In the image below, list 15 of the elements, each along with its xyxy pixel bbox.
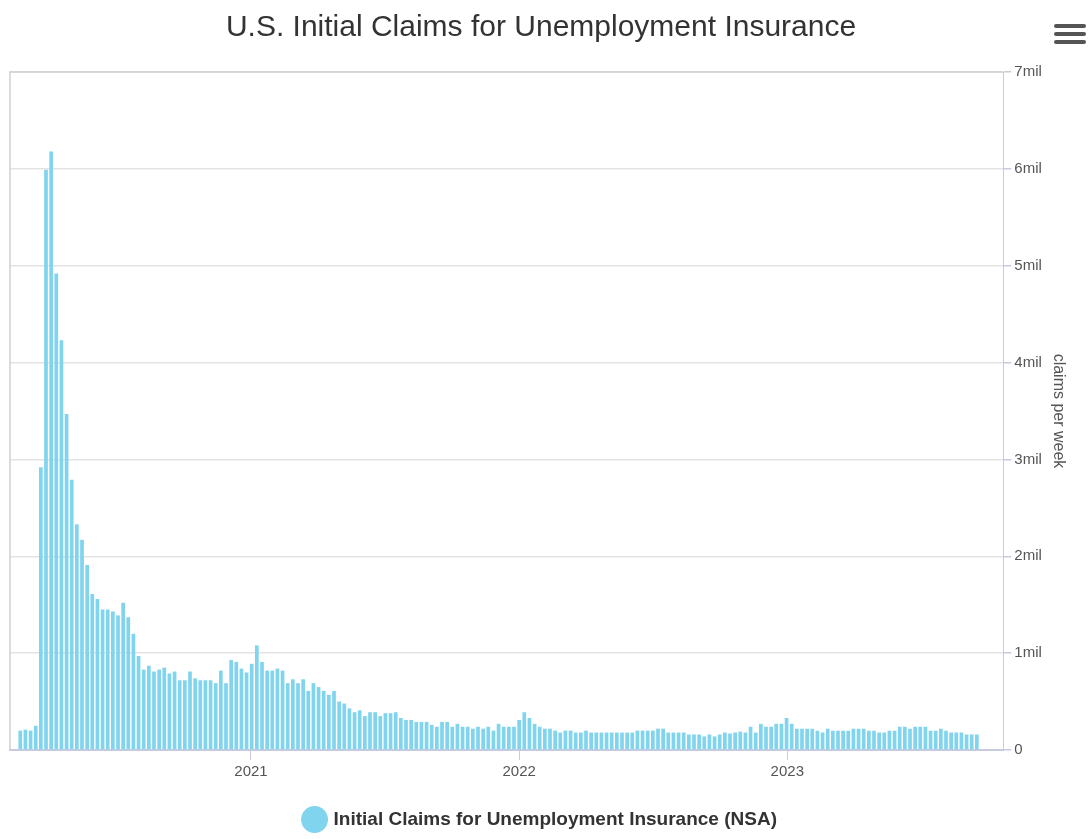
y2-tick-label: 3mil: [1014, 449, 1042, 467]
legend-label: Initial Claims for Unemployment Insurance (NSA): [333, 807, 777, 829]
y2-tick-label: 4mil: [1014, 352, 1042, 370]
y2-tick-label: 5mil: [1014, 255, 1042, 273]
bar: [18, 730, 23, 750]
chart-title: U.S. Initial Claims for Unemployment Insurance: [225, 9, 857, 43]
x-tick-label: 2021: [234, 762, 268, 780]
y2-tick-label: 6mil: [1014, 159, 1042, 176]
y2-tick-label: 0: [1014, 740, 1023, 758]
y2-tick-label: 7mil: [1014, 62, 1042, 80]
x-tick-label: 2023: [770, 762, 804, 780]
y2-tick-label: 2mil: [1014, 546, 1042, 564]
y2-axis-title: claims per week: [1050, 353, 1068, 470]
y2-tick-label: 1mil: [1014, 643, 1042, 661]
x-tick-label: 2022: [502, 762, 536, 780]
